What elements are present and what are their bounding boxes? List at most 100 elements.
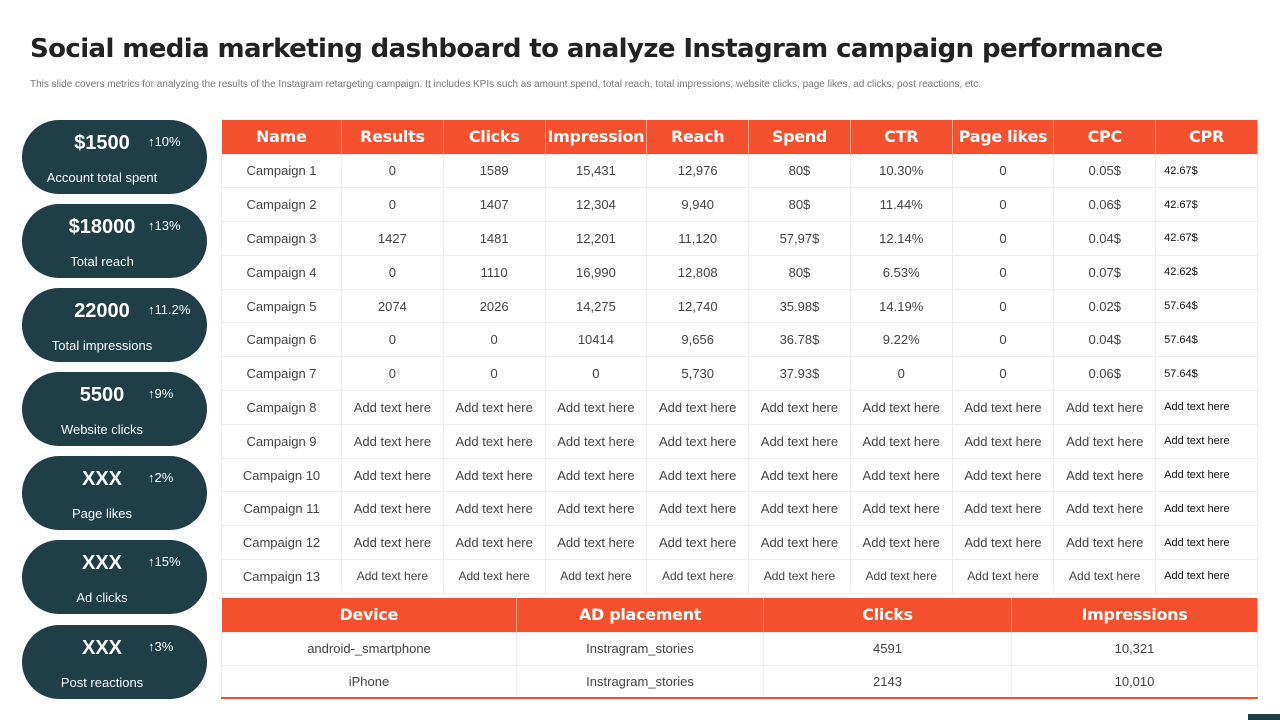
table-cell: 0 (849, 356, 953, 392)
table-cell: Add text here (544, 525, 648, 561)
table-cell: 12.14% (849, 221, 953, 256)
table-cell: 9,656 (646, 322, 750, 358)
table-cell: Add text here (442, 525, 546, 561)
table-cell: 0 (341, 254, 444, 290)
table-cell: Add text here (1053, 390, 1157, 425)
table-cell: 10414 (544, 322, 648, 358)
table-cell: Campaign 4 (221, 254, 342, 290)
kpi-value: XXX (81, 468, 123, 490)
kpi-change-value: 9% (154, 386, 174, 401)
table-cell: 10,321 (1011, 631, 1258, 666)
column-header: Name (221, 120, 342, 154)
column-header: CPC (1053, 120, 1157, 154)
arrow-up-icon: ↑ (148, 554, 155, 569)
table-row: Campaign 13 Add text here Add text here Add… (221, 559, 1258, 594)
kpi-change: ↑10% (148, 134, 181, 149)
table-cell: 0 (951, 187, 1055, 223)
table-row: Campaign 3 1427 1481 12,201 11,120 57,97$ 12.1… (221, 221, 1258, 256)
table-cell: Campaign 7 (221, 356, 342, 392)
table-cell: 2026 (442, 288, 546, 324)
table-cell: Add text here (951, 559, 1055, 594)
table-cell: Add text here (1155, 559, 1258, 594)
table-cell: Add text here (646, 457, 750, 493)
table-cell: Add text here (341, 457, 444, 493)
table-cell: 57.64$ (1155, 288, 1258, 324)
table-cell: Add text here (341, 525, 444, 561)
kpi-change: ↑9% (148, 386, 173, 401)
table-row: Campaign 12 Add text here Add text here Add… (221, 525, 1258, 561)
table-cell: Campaign 13 (221, 559, 342, 594)
kpi-change: ↑11.2% (148, 302, 190, 317)
table-cell: 11.44% (849, 187, 953, 223)
kpi-value: XXX (81, 552, 123, 574)
table-cell: 10.30% (849, 153, 953, 189)
table-cell: 80$ (748, 254, 851, 290)
table-cell: 0.06$ (1053, 187, 1157, 223)
table-cell: Add text here (748, 525, 851, 561)
table-cell: Add text here (646, 390, 750, 425)
column-header: Results (341, 120, 444, 154)
kpi-card: XXX ↑3% Post reactions (22, 625, 207, 699)
table-cell: 36.78$ (748, 322, 851, 358)
table-cell: 1110 (442, 254, 546, 290)
kpi-change: ↑15% (148, 554, 181, 569)
table-cell: 12,808 (646, 254, 750, 290)
kpi-change-value: 15% (154, 554, 181, 569)
table-cell: 57.64$ (1155, 356, 1258, 392)
table-row: Campaign 4 0 1110 16,990 12,808 80$ 6.53% 0 0.07… (221, 254, 1258, 290)
kpi-card: XXX ↑2% Page likes (22, 456, 207, 530)
table-cell: 12,304 (544, 187, 648, 223)
table-cell: Add text here (748, 390, 851, 425)
table-cell: 0 (951, 153, 1055, 189)
kpi-card: 5500 ↑9% Website clicks (22, 372, 207, 446)
table-cell: 42.67$ (1155, 187, 1258, 223)
table-cell: 15,431 (544, 153, 648, 189)
table-cell: Add text here (442, 390, 546, 425)
table-cell: Add text here (646, 559, 750, 594)
table-cell: 12,201 (544, 221, 648, 256)
kpi-card: 22000 ↑11.2% Total impressions (22, 288, 207, 362)
column-header: Impression (545, 120, 648, 154)
kpi-label: Total impressions (51, 338, 153, 353)
table-cell: 0 (341, 187, 444, 223)
table-cell: Add text here (544, 390, 648, 425)
table-cell: Add text here (951, 390, 1055, 425)
table-cell: Add text here (849, 525, 953, 561)
table-cell: Add text here (951, 491, 1055, 527)
page-subtitle: This slide covers metrics for analyzing … (30, 79, 981, 90)
table-cell: 1589 (442, 153, 546, 189)
table-cell: Add text here (849, 423, 953, 459)
table-cell: Add text here (646, 491, 750, 527)
table-cell: Add text here (442, 457, 546, 493)
kpi-label: Page likes (72, 506, 132, 521)
table-cell: 35.98$ (748, 288, 851, 324)
table-cell: 0.06$ (1053, 356, 1157, 392)
arrow-up-icon: ↑ (148, 218, 155, 233)
table-cell: 0.07$ (1053, 254, 1157, 290)
table-cell: 16,990 (544, 254, 648, 290)
table-cell: Add text here (748, 559, 851, 594)
table-cell: Add text here (1155, 491, 1258, 527)
column-header: CTR (850, 120, 953, 154)
table-cell: Add text here (1053, 491, 1157, 527)
table-cell: Add text here (1155, 423, 1258, 459)
table-cell: Campaign 10 (221, 457, 342, 493)
table-row: Campaign 9 Add text here Add text here Add … (221, 423, 1258, 459)
table-cell: 1427 (341, 221, 444, 256)
kpi-label: Ad clicks (76, 590, 128, 605)
table-cell: 42.62$ (1155, 254, 1258, 290)
table-cell: Add text here (544, 491, 648, 527)
table-cell: Add text here (1155, 525, 1258, 561)
device-table: Device AD placement Clicks Impressions andro… (221, 598, 1258, 699)
table-cell: Add text here (341, 390, 444, 425)
table-cell: 0.05$ (1053, 153, 1157, 189)
kpi-value: $18000 (68, 216, 136, 238)
table-cell: Add text here (442, 559, 546, 594)
table-cell: 0 (341, 153, 444, 189)
table-cell: Add text here (341, 423, 444, 459)
table-cell: 0 (442, 322, 546, 358)
kpi-value: 5500 (79, 384, 125, 406)
table-cell: Add text here (748, 457, 851, 493)
table-cell: Add text here (1053, 559, 1157, 594)
kpi-change-value: 3% (154, 639, 174, 654)
